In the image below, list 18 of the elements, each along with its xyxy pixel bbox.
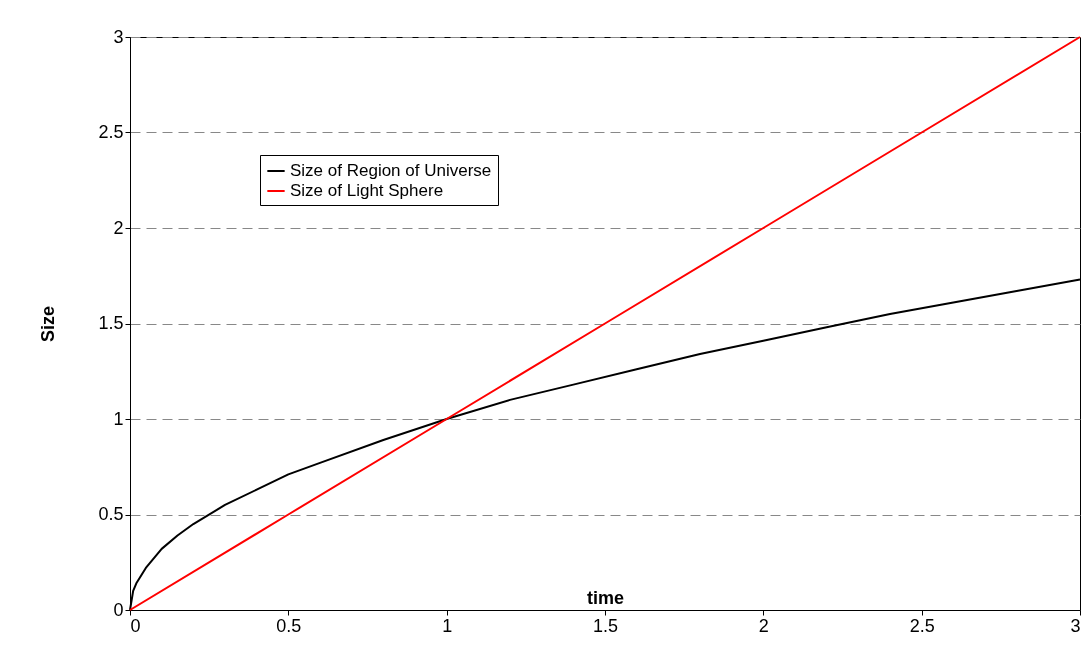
- y-axis-title: Size: [38, 305, 59, 343]
- y-tick-label: 2: [113, 217, 124, 238]
- x-tick-label: 1: [442, 615, 453, 636]
- x-tick-label: 2.5: [909, 615, 935, 636]
- y-tick-label: 0.5: [98, 504, 124, 524]
- y-tick-label: 1: [113, 408, 124, 429]
- x-tick-label: 0.5: [276, 615, 302, 636]
- legend-label: Size of Light Sphere: [290, 181, 444, 200]
- x-tick-label: 3: [1070, 615, 1081, 636]
- y-tick-label: 0: [113, 599, 124, 620]
- legend-label: Size of Region of Universe: [290, 161, 492, 180]
- x-tick-label: 2: [758, 615, 769, 636]
- x-axis-title: time: [586, 587, 625, 608]
- x-tick-label: 1.5: [592, 615, 619, 636]
- y-tick-label: 2.5: [98, 122, 124, 142]
- x-tick-label: 0: [130, 615, 141, 636]
- y-tick-label: 1.5: [98, 313, 124, 333]
- y-tick-label: 3: [113, 26, 124, 47]
